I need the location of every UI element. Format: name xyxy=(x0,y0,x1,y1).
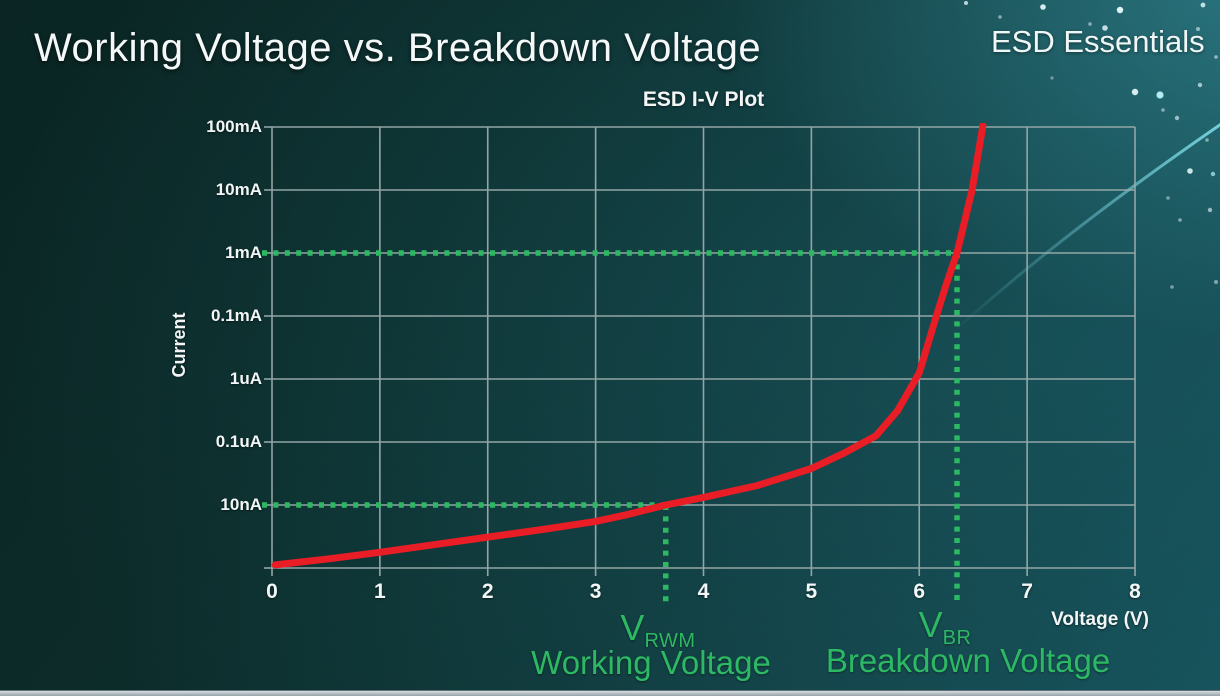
light-streak xyxy=(948,123,1220,337)
x-tick-0: 0 xyxy=(266,580,278,603)
x-tick-3: 3 xyxy=(589,580,602,603)
particle-dot xyxy=(964,1,968,5)
x-tick-1: 1 xyxy=(374,580,386,603)
watermark-esd-essentials: ESD Essentials xyxy=(991,24,1205,59)
particle-dot xyxy=(1207,207,1213,213)
particle-dot xyxy=(1196,27,1200,31)
marker-vrwm-symbol: VRWM xyxy=(620,607,696,652)
particle-dot xyxy=(1102,25,1108,31)
marker-vbr-subscript: BR xyxy=(942,627,972,649)
x-tick-2: 2 xyxy=(481,580,494,603)
marker-vrwm-subscript: RWM xyxy=(644,630,696,652)
y-tick-1mA: 1mA xyxy=(225,243,262,262)
particle-dot xyxy=(1178,218,1182,222)
x-tick-6: 6 xyxy=(913,580,926,603)
iv-plot-svg xyxy=(262,123,1136,602)
x-tick-4: 4 xyxy=(697,580,710,603)
particle-dot xyxy=(1200,2,1206,8)
background-particles xyxy=(964,1,1218,289)
y-tick-labels: 100mA 10mA 1mA 0.1mA 1uA 0.1uA 10nA xyxy=(150,117,262,568)
particle-dot xyxy=(1088,22,1092,26)
particle-dot xyxy=(1210,171,1216,177)
y-tick-1uA: 1uA xyxy=(229,369,262,388)
x-axis-label: Voltage (V) xyxy=(1051,609,1149,630)
y-tick-100mA: 100mA xyxy=(206,117,262,136)
y-tick-0.1uA: 0.1uA xyxy=(215,432,262,451)
marker-dotted-lines-rwm xyxy=(262,502,669,602)
particle-dot xyxy=(998,15,1002,19)
particle-dot xyxy=(1040,4,1046,10)
particle-dot xyxy=(1156,91,1164,99)
plot-area xyxy=(262,123,1136,602)
particle-dot xyxy=(1197,82,1203,88)
chart-title: ESD I-V Plot xyxy=(642,88,765,111)
iv-curve xyxy=(271,123,987,569)
x-tick-8: 8 xyxy=(1129,580,1141,603)
marker-vrwm-caption: Working Voltage xyxy=(531,644,771,681)
particle-dot xyxy=(1187,168,1193,174)
y-tick-10mA: 10mA xyxy=(215,180,262,199)
particle-dot xyxy=(1131,88,1139,96)
x-tick-5: 5 xyxy=(805,580,818,603)
marker-vbr-caption: Breakdown Voltage xyxy=(825,642,1111,679)
particle-dot xyxy=(1050,76,1054,80)
y-tick-10nA: 10nA xyxy=(220,495,262,514)
particle-dot xyxy=(1161,108,1165,112)
particle-dot xyxy=(1170,285,1174,289)
particle-dot xyxy=(1166,196,1170,200)
marker-vbr-symbol: VBR xyxy=(918,604,972,649)
y-tick-0.1mA: 0.1mA xyxy=(210,306,262,325)
particle-dot xyxy=(1116,6,1124,14)
slide-title: Working Voltage vs. Breakdown Voltage xyxy=(34,26,762,70)
grid-lines xyxy=(264,126,1136,576)
video-progress-strip xyxy=(0,690,1220,696)
particle-dot xyxy=(1214,55,1218,59)
particle-dot xyxy=(1214,280,1218,284)
x-tick-7: 7 xyxy=(1021,580,1033,603)
marker-dotted-lines-br xyxy=(262,250,960,602)
particle-dot xyxy=(1205,138,1209,142)
particle-dot xyxy=(1174,115,1180,121)
